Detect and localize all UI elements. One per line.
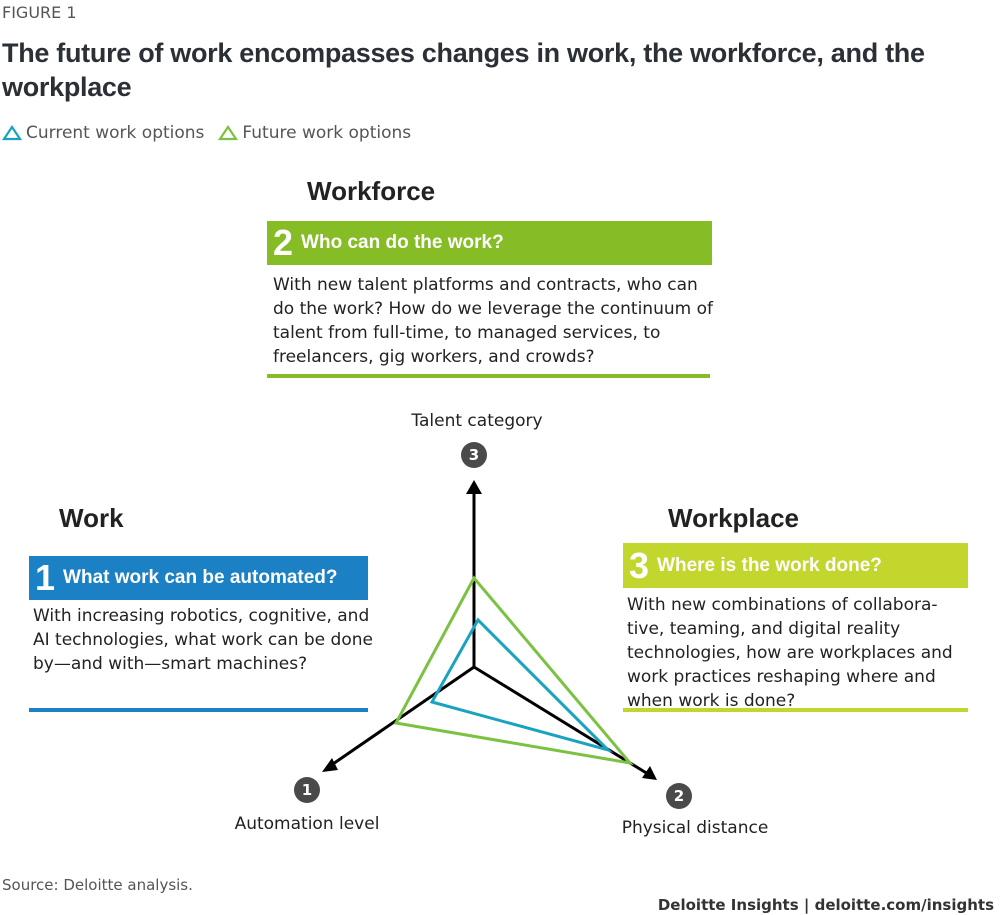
workplace-body: With new combinations of collabora-tive,…: [627, 595, 953, 711]
triangle-icon: [2, 125, 22, 141]
triangle-icon: [218, 125, 239, 141]
axis-label-talent: Talent category: [411, 411, 543, 431]
brand-footer: Deloitte Insights | deloitte.com/insight…: [657, 896, 994, 914]
axis-number-3: 3: [461, 442, 487, 468]
work-body: With increasing robotics, cognitive, and…: [33, 606, 373, 674]
workplace-rule: [623, 708, 968, 712]
axis-number-1: 1: [294, 777, 320, 803]
axis-automation: [329, 665, 475, 768]
axis-distance: [473, 665, 649, 776]
figure-label: FIGURE 1: [2, 3, 77, 22]
axis-label-automation: Automation level: [234, 814, 380, 834]
workforce-rule: [267, 374, 710, 378]
arrow-head: [642, 766, 657, 780]
work-heading: Work: [59, 503, 124, 533]
work-question-bar: 1 What work can be automated?: [29, 556, 368, 600]
figure-title: The future of work encompasses changes i…: [2, 38, 925, 102]
current-options-triangle: [429, 617, 614, 753]
future-options-triangle: [393, 575, 634, 766]
workforce-question-bar: 2 Who can do the work?: [267, 221, 712, 265]
legend-item-current: Current work options: [2, 123, 204, 143]
axis-number-2: 2: [666, 783, 692, 809]
workplace-question-bar: 3 Where is the work done?: [623, 543, 968, 588]
legend-item-future: Future work options: [218, 123, 411, 143]
arrow-head: [322, 758, 338, 772]
arrow-head: [466, 480, 482, 494]
workforce-heading: Workforce: [307, 176, 436, 206]
workforce-body: With new talent platforms and contracts,…: [273, 275, 713, 367]
workplace-heading: Workplace: [668, 503, 800, 533]
legend: Current work options Future work options: [2, 123, 411, 143]
axis-label-distance: Physical distance: [621, 818, 769, 838]
source-note: Source: Deloitte analysis.: [2, 876, 193, 894]
work-rule: [29, 708, 368, 712]
